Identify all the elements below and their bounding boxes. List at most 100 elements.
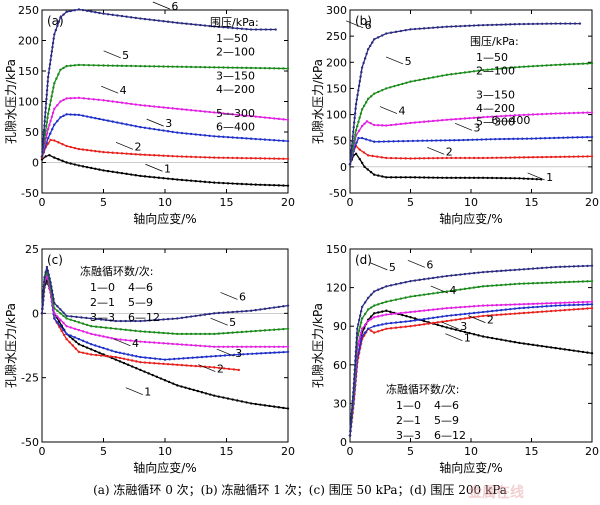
data-point: [46, 269, 50, 273]
data-point: [527, 311, 530, 314]
data-point: [110, 349, 113, 352]
data-point: [104, 318, 108, 322]
data-point: [445, 274, 448, 278]
data-point: [148, 127, 151, 130]
data-point: [422, 120, 426, 123]
data-point: [85, 9, 89, 13]
data-point: [176, 131, 179, 134]
data-point: [586, 155, 589, 158]
data-point: [394, 326, 398, 329]
data-point: [349, 430, 352, 433]
y-tick-label: 250: [18, 4, 39, 17]
data-point: [349, 158, 352, 161]
data-point: [539, 137, 542, 140]
data-point: [571, 136, 574, 139]
data-point: [454, 306, 458, 309]
data-point: [51, 46, 54, 49]
data-point: [245, 156, 248, 160]
data-point: [200, 391, 204, 394]
data-point: [268, 404, 271, 408]
data-point: [450, 319, 453, 322]
data-point: [116, 100, 119, 104]
data-point: [486, 270, 489, 274]
legend-entry: 6—12: [128, 311, 160, 324]
data-point: [355, 341, 358, 344]
data-point: [385, 124, 388, 127]
data-point: [43, 115, 47, 118]
data-point: [500, 114, 503, 118]
data-point: [572, 349, 576, 352]
data-point: [245, 183, 248, 186]
data-point: [226, 135, 230, 139]
data-point: [125, 172, 128, 176]
data-point: [148, 319, 151, 322]
figure-caption: (a) 冻融循环 0 次；(b) 冻融循环 1 次；(c) 围压 50 kPa；…: [93, 483, 507, 497]
data-point: [185, 65, 188, 69]
data-point: [481, 68, 485, 72]
data-point: [540, 281, 544, 285]
data-point: [540, 344, 544, 348]
data-point: [69, 9, 72, 13]
data-point: [363, 165, 366, 169]
data-point: [102, 335, 105, 338]
curve-label: 3: [235, 347, 242, 360]
data-point: [49, 138, 52, 142]
data-point: [162, 20, 165, 23]
data-point: [143, 319, 147, 322]
data-point: [468, 24, 471, 27]
x-tick-label: 5: [407, 445, 414, 458]
data-point: [171, 21, 174, 24]
data-point: [422, 323, 426, 326]
data-point: [572, 265, 576, 268]
data-point: [217, 135, 221, 138]
data-point: [46, 84, 49, 88]
data-point: [73, 336, 77, 339]
data-point: [459, 24, 462, 28]
data-point: [90, 348, 93, 351]
data-point: [222, 26, 225, 29]
data-point: [166, 342, 170, 345]
data-point: [272, 117, 276, 120]
data-point: [454, 328, 458, 331]
y-axis-label: 孔隙水压力/kPa: [4, 59, 18, 144]
curve-label: 6: [365, 19, 372, 32]
data-point: [236, 345, 239, 348]
data-point: [259, 403, 262, 406]
data-point: [194, 23, 197, 26]
data-point: [102, 99, 105, 102]
data-point: [189, 343, 193, 347]
plot-frame: [41, 248, 289, 443]
data-point: [120, 171, 124, 175]
data-point: [477, 311, 480, 314]
data-point: [360, 70, 363, 74]
data-point: [98, 351, 101, 354]
panel-label: (d): [355, 253, 372, 267]
data-point: [106, 13, 110, 16]
data-point: [42, 280, 46, 284]
x-tick-label: 10: [158, 196, 172, 209]
data-point: [422, 278, 426, 281]
data-point: [527, 343, 530, 346]
data-point: [143, 370, 146, 373]
data-point: [114, 327, 118, 330]
data-point: [581, 307, 585, 311]
data-point: [199, 155, 202, 159]
data-point: [203, 332, 207, 336]
data-point: [404, 157, 407, 160]
legend-entry: 2—100: [476, 65, 515, 78]
data-point: [422, 293, 426, 296]
data-point: [509, 156, 512, 159]
y-tick-label: 50: [25, 126, 39, 139]
data-point: [213, 366, 216, 369]
data-point: [418, 27, 421, 30]
data-point: [213, 66, 216, 69]
data-point: [171, 154, 174, 158]
data-point: [351, 395, 355, 398]
data-point: [53, 139, 56, 142]
series-line: [349, 280, 593, 436]
series-6: [40, 8, 277, 158]
series-2: [348, 306, 594, 437]
data-point: [406, 139, 410, 143]
data-point: [548, 136, 551, 140]
data-point: [277, 117, 280, 121]
